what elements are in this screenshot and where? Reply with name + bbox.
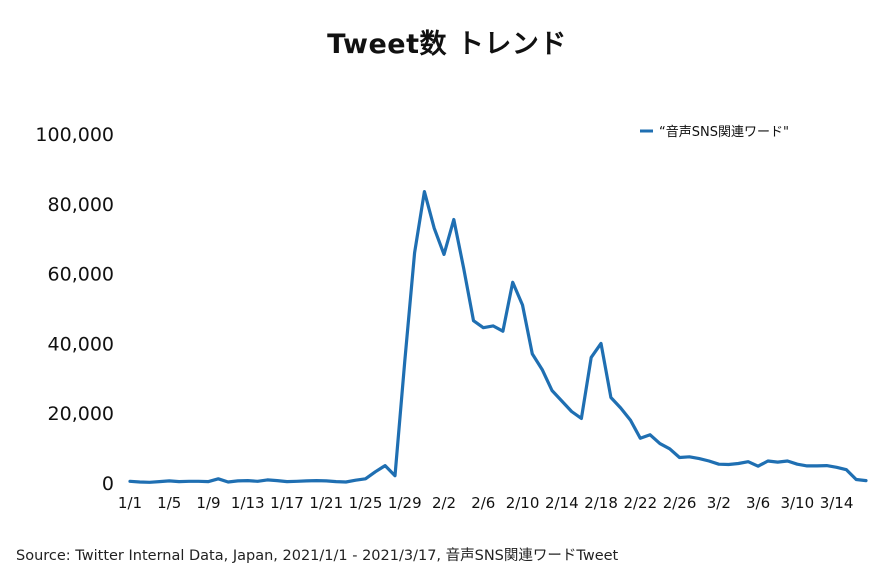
- x-tick-label: 3/6: [746, 494, 770, 512]
- plot-area: [128, 190, 868, 484]
- x-tick-label: 2/14: [545, 494, 579, 512]
- y-tick-label: 100,000: [35, 124, 114, 146]
- x-tick-label: 2/26: [663, 494, 697, 512]
- y-tick-label: 0: [102, 473, 114, 495]
- y-tick-label: 40,000: [48, 333, 114, 355]
- x-tick-label: 3/10: [780, 494, 814, 512]
- x-tick-label: 2/2: [432, 494, 456, 512]
- chart-title: Tweet数 トレンド: [327, 29, 567, 60]
- x-tick-label: 3/2: [707, 494, 731, 512]
- y-tick-label: 60,000: [48, 264, 114, 286]
- x-tick-label: 2/6: [471, 494, 495, 512]
- y-axis: 0 20,000 40,000 60,000 80,000 100,000: [35, 124, 114, 495]
- x-tick-label: 1/29: [388, 494, 422, 512]
- x-tick-label: 1/17: [270, 494, 304, 512]
- x-tick-label: 1/13: [231, 494, 265, 512]
- source-note: Source: Twitter Internal Data, Japan, 20…: [16, 548, 619, 564]
- series-line: [128, 190, 868, 484]
- x-tick-label: 1/9: [196, 494, 220, 512]
- x-tick-label: 1/21: [309, 494, 343, 512]
- x-tick-label: 1/25: [349, 494, 383, 512]
- x-tick-label: 1/1: [118, 494, 142, 512]
- x-tick-label: 2/22: [623, 494, 657, 512]
- x-tick-label: 3/14: [820, 494, 854, 512]
- x-axis: 1/1 1/5 1/9 1/13 1/17 1/21 1/25 1/29 2/2 2/6 2/10 2…: [118, 494, 853, 512]
- legend: “音声SNS関連ワード": [640, 124, 789, 140]
- x-tick-label: 1/5: [157, 494, 181, 512]
- x-tick-label: 2/10: [506, 494, 540, 512]
- y-tick-label: 20,000: [48, 403, 114, 425]
- x-tick-label: 2/18: [584, 494, 618, 512]
- y-tick-label: 80,000: [48, 194, 114, 216]
- legend-label: “音声SNS関連ワード": [659, 124, 789, 140]
